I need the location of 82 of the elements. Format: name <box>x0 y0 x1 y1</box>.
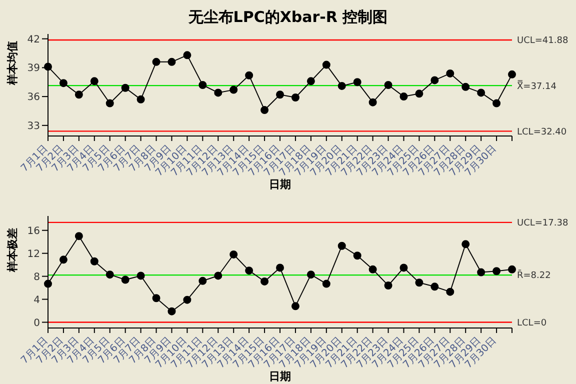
point <box>198 81 207 89</box>
point <box>121 276 130 284</box>
point <box>368 98 377 106</box>
point <box>214 272 222 280</box>
point <box>276 264 284 272</box>
point <box>477 268 486 276</box>
point <box>446 69 454 78</box>
point <box>168 58 176 66</box>
point <box>322 280 330 288</box>
y-tick-label: 8 <box>34 272 40 283</box>
point <box>90 77 98 86</box>
point <box>384 281 392 290</box>
point <box>306 270 315 279</box>
point <box>291 302 300 310</box>
point <box>400 92 408 101</box>
point <box>230 86 238 94</box>
point <box>90 257 98 266</box>
y-axis-title: 样本极差 <box>6 228 19 273</box>
ref-line-label: X̿=37.14 <box>517 80 557 92</box>
chart-title: 无尘布LPC的Xbar-R 控制图 <box>187 7 389 28</box>
ref-line-label: LCL=32.40 <box>517 127 567 138</box>
point <box>59 256 68 264</box>
point <box>44 280 52 288</box>
point <box>322 60 330 69</box>
point <box>198 276 207 285</box>
point <box>214 88 222 97</box>
point <box>230 250 238 258</box>
y-tick-label: 33 <box>27 120 40 132</box>
point <box>260 277 269 286</box>
point <box>74 90 83 99</box>
point <box>59 79 68 88</box>
ref-line-label: R̄=8.22 <box>517 270 551 282</box>
point <box>446 288 454 296</box>
x-axis-title: 日期 <box>269 370 291 383</box>
point <box>353 78 362 86</box>
point <box>492 267 501 276</box>
point <box>106 99 114 108</box>
y-tick-label: 36 <box>27 92 40 104</box>
point <box>245 266 254 275</box>
point <box>74 232 83 240</box>
point <box>291 94 300 102</box>
point <box>276 90 284 99</box>
y-tick-label: 16 <box>27 226 40 237</box>
point <box>152 58 160 66</box>
ref-line-label: UCL=17.38 <box>517 218 568 229</box>
point <box>477 88 486 97</box>
point <box>121 84 130 92</box>
point <box>306 77 315 86</box>
point <box>136 272 145 280</box>
point <box>136 95 145 104</box>
point <box>368 265 377 274</box>
point <box>260 106 269 114</box>
y-axis-title: 样本均值 <box>6 41 19 86</box>
point <box>462 240 470 248</box>
point <box>44 62 52 71</box>
y-tick-label: 4 <box>34 294 40 306</box>
point <box>384 81 392 89</box>
point <box>183 296 192 304</box>
point <box>462 82 470 91</box>
ref-line-label: UCL=41.88 <box>517 36 568 46</box>
point <box>415 90 424 98</box>
point <box>508 265 516 274</box>
y-tick-label: 42 <box>27 34 40 46</box>
point <box>183 51 192 60</box>
point <box>430 282 439 291</box>
point <box>338 82 346 90</box>
x-axis-title: 日期 <box>269 178 291 191</box>
point <box>400 264 408 272</box>
y-tick-label: 39 <box>27 63 40 74</box>
point <box>353 252 362 260</box>
y-tick-label: 0 <box>34 318 40 329</box>
point <box>508 70 516 78</box>
point <box>245 71 254 80</box>
point <box>168 307 176 316</box>
point <box>338 242 346 250</box>
point <box>415 278 424 287</box>
ref-line-label: LCL=0 <box>517 318 547 328</box>
point <box>106 270 114 279</box>
point <box>152 294 160 302</box>
point <box>492 99 501 108</box>
point <box>430 76 439 84</box>
y-tick-label: 12 <box>27 248 40 260</box>
